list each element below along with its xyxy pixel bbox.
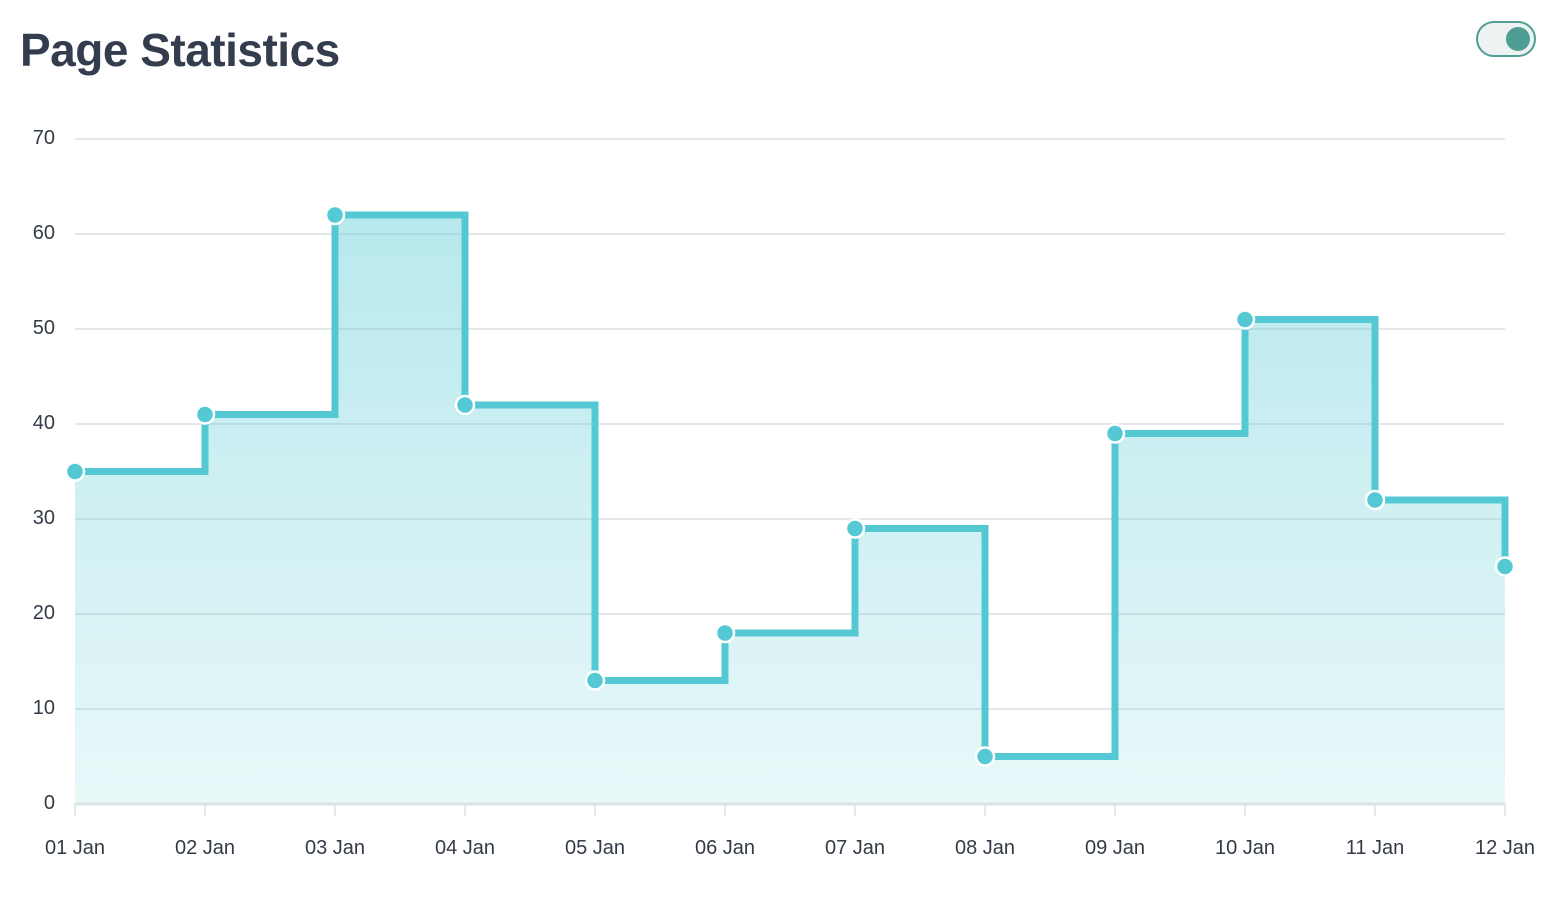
data-point bbox=[1494, 556, 1516, 577]
page-title: Page Statistics bbox=[20, 24, 340, 76]
series-line-path bbox=[75, 211, 1509, 760]
x-tick-label: 07 Jan bbox=[825, 837, 885, 859]
data-point bbox=[454, 394, 476, 416]
x-tick-label: 10 Jan bbox=[1215, 837, 1275, 859]
x-axis bbox=[74, 802, 1506, 816]
y-tick-label: 10 bbox=[33, 697, 55, 719]
series-line bbox=[75, 211, 1509, 760]
area-fill bbox=[75, 215, 1505, 804]
y-tick-label: 0 bbox=[44, 792, 55, 814]
data-point bbox=[194, 404, 216, 425]
x-tick-label: 03 Jan bbox=[305, 837, 365, 859]
area-shape bbox=[75, 215, 1505, 804]
data-point bbox=[584, 670, 606, 691]
data-point bbox=[974, 746, 996, 767]
x-tick-label: 01 Jan bbox=[45, 837, 105, 859]
x-tick-label: 11 Jan bbox=[1346, 837, 1405, 859]
chart-toggle-switch[interactable] bbox=[1476, 21, 1536, 57]
y-tick-label: 20 bbox=[33, 602, 55, 624]
data-point bbox=[714, 622, 736, 644]
toggle-knob bbox=[1506, 27, 1530, 51]
data-point bbox=[1104, 423, 1126, 444]
y-tick-label: 60 bbox=[33, 222, 55, 244]
x-tick-label: 08 Jan bbox=[955, 837, 1015, 859]
x-tick-label: 12 Jan bbox=[1475, 837, 1535, 859]
data-point bbox=[324, 204, 346, 226]
x-tick-label: 09 Jan bbox=[1085, 837, 1145, 859]
x-tick-label: 04 Jan bbox=[435, 837, 495, 859]
x-tick-label: 06 Jan bbox=[695, 837, 755, 859]
x-tick-labels: 01 Jan 02 Jan 03 Jan 04 Jan 05 Jan 06 Jan 07 J… bbox=[45, 837, 1535, 859]
y-tick-labels: 0 10 20 30 40 50 60 70 bbox=[33, 127, 55, 814]
x-tick-label: 02 Jan bbox=[175, 837, 235, 859]
data-point bbox=[1234, 309, 1256, 330]
y-tick-label: 50 bbox=[33, 317, 55, 339]
data-points bbox=[64, 204, 1516, 767]
data-point bbox=[844, 518, 866, 539]
data-point bbox=[1364, 489, 1386, 511]
y-tick-label: 70 bbox=[33, 127, 55, 149]
x-tick-label: 05 Jan bbox=[565, 837, 625, 859]
y-tick-label: 40 bbox=[33, 412, 55, 434]
y-tick-label: 30 bbox=[33, 507, 55, 529]
data-point bbox=[64, 461, 86, 482]
